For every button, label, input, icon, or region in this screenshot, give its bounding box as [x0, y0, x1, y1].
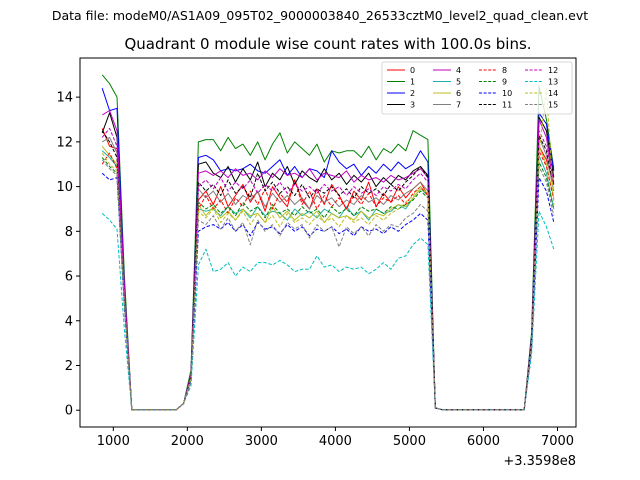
legend-label-12: 12 [548, 66, 558, 75]
y-tick-label-7: 14 [56, 91, 73, 106]
legend-label-2: 2 [410, 89, 415, 98]
legend-label-1: 1 [410, 78, 415, 87]
y-axis: 0 2 4 6 8 10 12 14 [56, 91, 80, 419]
series-layer [101, 74, 555, 411]
legend-label-6: 6 [456, 89, 461, 98]
x-tick-label-5: 6000 [467, 434, 500, 449]
figure-suptitle: Data file: modeM0/AS1A09_095T02_90000038… [52, 8, 588, 23]
x-axis: 1000 2000 3000 4000 5000 6000 7000 [97, 427, 574, 449]
x-axis-offset: +3.3598e8 [503, 454, 576, 469]
y-tick-label-1: 2 [65, 359, 73, 374]
legend-label-5: 5 [456, 78, 461, 87]
y-tick-label-3: 6 [65, 270, 73, 285]
x-tick-label-1: 2000 [171, 434, 204, 449]
series-line-15 [101, 159, 555, 411]
x-tick-label-0: 1000 [97, 434, 130, 449]
legend-label-8: 8 [502, 66, 507, 75]
y-tick-label-5: 10 [56, 180, 73, 195]
x-tick-label-6: 7000 [541, 434, 574, 449]
y-tick-label-4: 8 [65, 225, 73, 240]
x-tick-label-3: 4000 [319, 434, 352, 449]
legend-label-10: 10 [502, 89, 512, 98]
legend-label-7: 7 [456, 101, 461, 110]
chart-title: Quadrant 0 module wise count rates with … [124, 35, 531, 53]
axes-frame [79, 57, 577, 428]
legend-label-0: 0 [410, 66, 415, 75]
y-tick-label-0: 0 [65, 404, 73, 419]
legend-label-9: 9 [502, 78, 507, 87]
legend-label-15: 15 [548, 101, 558, 110]
y-tick-label-2: 4 [65, 314, 73, 329]
x-tick-label-2: 3000 [245, 434, 278, 449]
x-tick-label-4: 5000 [393, 434, 426, 449]
plot-area [80, 58, 576, 427]
legend-label-11: 11 [502, 101, 512, 110]
legend-label-3: 3 [410, 101, 415, 110]
legend-label-14: 14 [548, 89, 558, 98]
legend-box [381, 61, 573, 115]
plot-background [80, 58, 576, 427]
legend-label-4: 4 [456, 66, 461, 75]
legend-label-13: 13 [548, 78, 558, 87]
y-tick-label-6: 12 [56, 135, 73, 150]
